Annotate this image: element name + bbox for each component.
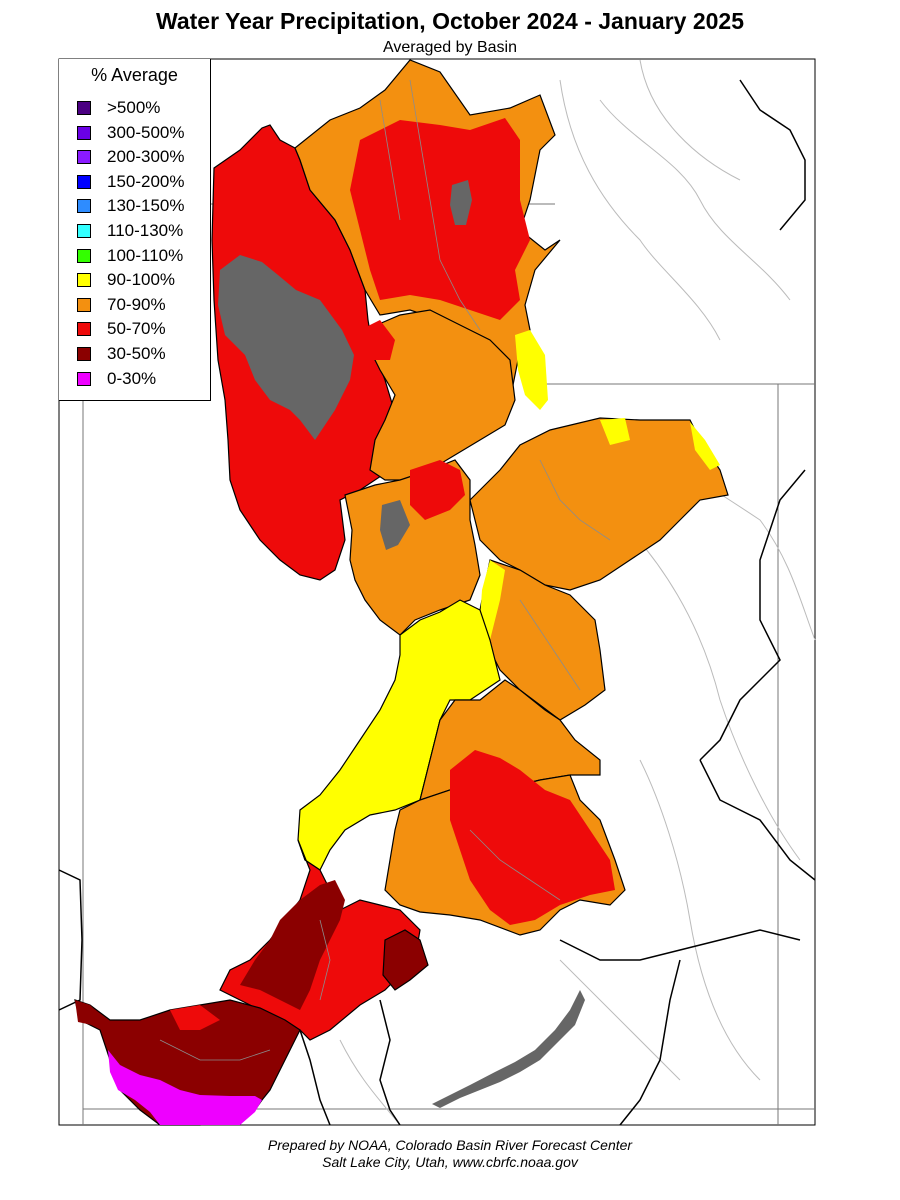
utah-lake-red <box>410 460 465 520</box>
legend-label: 300-500% <box>107 122 185 142</box>
legend-label: 0-30% <box>107 368 157 388</box>
legend-label: 100-110% <box>107 245 184 265</box>
legend-swatch <box>77 101 91 115</box>
legend-swatch <box>77 347 91 361</box>
basin-sevier <box>297 599 501 871</box>
legend-swatch <box>77 322 91 337</box>
legend-swatch <box>77 125 91 140</box>
duchesne-yellow-east <box>690 422 720 470</box>
legend-label: 90-100% <box>107 270 176 290</box>
legend-swatch <box>77 273 91 288</box>
region-outlines <box>58 79 816 1126</box>
legend-swatch <box>77 371 91 386</box>
footer-credit: Prepared by NOAA, Colorado Basin River F… <box>267 1137 633 1153</box>
legend-swatch <box>77 199 91 214</box>
virgin-dark-red <box>240 880 345 1010</box>
great-salt-lake <box>218 255 354 440</box>
basin-magenta <box>108 1050 262 1125</box>
legend-item: 150-200% <box>77 171 185 193</box>
legend-label: 110-130% <box>107 221 184 240</box>
price-yellow <box>480 560 505 640</box>
basin-yellow-north <box>515 330 548 410</box>
legend-item: 90-100% <box>77 269 175 291</box>
basin-dark-red-east <box>382 929 429 991</box>
map-title: Water Year Precipitation, October 2024 -… <box>155 8 745 34</box>
legend-label: 50-70% <box>107 319 166 339</box>
basin-streams <box>159 79 611 1061</box>
legend-label: 130-150% <box>107 196 185 216</box>
southwest-dark-tip <box>75 1000 100 1025</box>
rivers <box>339 59 816 1126</box>
legend-swatch <box>77 297 91 312</box>
legend-label: 30-50% <box>107 344 166 363</box>
legend-label: 150-200% <box>107 171 185 191</box>
footer-location: Salt Lake City, Utah, www.cbrfc.noaa.gov <box>322 1154 578 1170</box>
reservoir-flaming-gorge <box>450 180 472 225</box>
legend-item: 110-130% <box>77 220 183 242</box>
legend-label: >500% <box>107 98 161 117</box>
legend-item: 130-150% <box>77 195 185 217</box>
legend-item: 300-500% <box>77 122 185 144</box>
legend-label: 70-90% <box>107 294 166 314</box>
legend-item: 0-30% <box>77 368 156 390</box>
map-subtitle: Averaged by Basin <box>382 39 517 56</box>
legend-swatch <box>77 174 91 189</box>
southwest-red-patch <box>170 1005 220 1030</box>
upper-green-red-area <box>350 118 530 320</box>
legend-swatch <box>77 224 91 238</box>
legend-item: >500% <box>77 97 160 119</box>
legend-item: 70-90% <box>77 294 166 316</box>
escalante-red <box>450 750 615 925</box>
legend-item: 100-110% <box>77 245 183 267</box>
duchesne-yellow <box>600 418 630 445</box>
legend-title: % Average <box>91 65 178 85</box>
legend-item: 30-50% <box>77 343 166 365</box>
legend-item: 200-300% <box>77 146 185 168</box>
legend-swatch <box>77 248 91 263</box>
legend-swatch <box>77 150 91 165</box>
weber-red-area <box>360 320 395 360</box>
legend: % Average >500% 300-500% 200-300% 150-200% 1… <box>59 59 211 401</box>
utah-lake <box>380 500 410 550</box>
legend-item: 50-70% <box>77 318 166 340</box>
legend-label: 200-300% <box>107 147 185 167</box>
